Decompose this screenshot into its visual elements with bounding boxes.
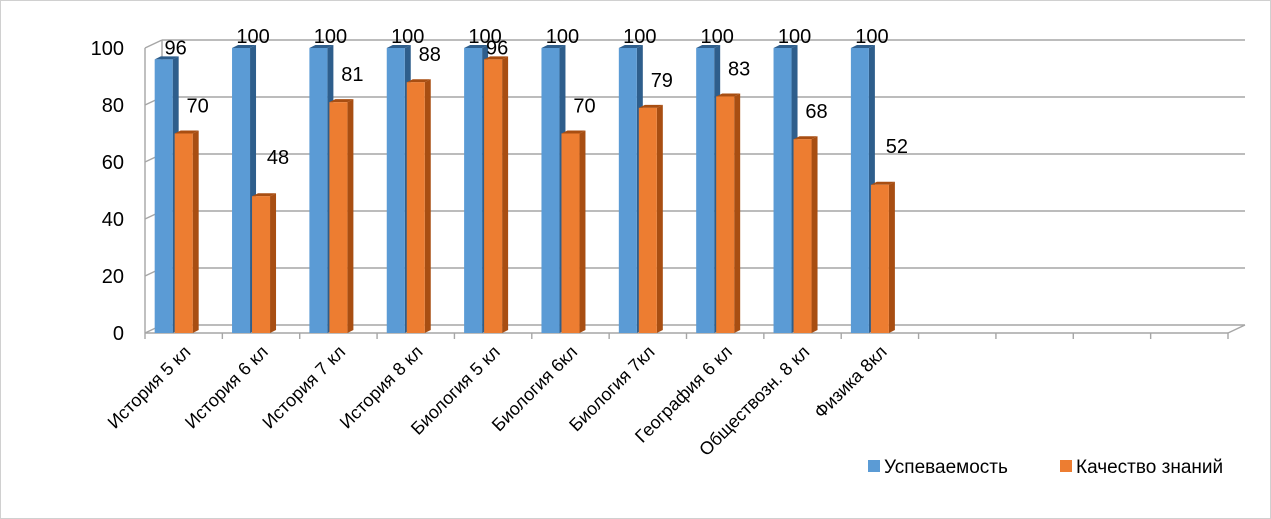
data-label-kachestvo-2: 81 <box>341 64 363 86</box>
data-label-uspevaemost-7: 100 <box>700 26 733 48</box>
bar-top <box>386 45 411 48</box>
bar-front <box>252 196 271 333</box>
bar-side <box>270 193 277 333</box>
bar-kachestvo-4 <box>484 56 509 334</box>
bar-top <box>464 45 489 48</box>
bar-front <box>154 59 173 334</box>
bar-front <box>773 48 792 333</box>
bar-side <box>811 136 818 333</box>
bar-top <box>638 104 663 108</box>
legend-swatch <box>868 460 880 472</box>
bar-side <box>502 56 509 334</box>
bar-side <box>424 79 431 333</box>
data-label-uspevaemost-1: 100 <box>236 26 269 48</box>
data-label-kachestvo-1: 48 <box>267 147 289 169</box>
data-label-uspevaemost-4: 100 <box>468 26 501 48</box>
legend-item-uspevaemost: Успеваемость <box>868 457 1008 478</box>
data-label-kachestvo-8: 68 <box>805 101 827 123</box>
y-tick-label-40: 40 <box>102 209 124 231</box>
bar-front <box>870 184 889 333</box>
bar-top <box>850 45 875 48</box>
bars <box>154 45 895 334</box>
bar-top <box>484 56 509 60</box>
bar-kachestvo-3 <box>406 79 431 333</box>
data-label-uspevaemost-8: 100 <box>778 26 811 48</box>
x-tick-label-9: Физика 8кл <box>810 342 891 423</box>
data-label-kachestvo-4: 96 <box>486 37 508 59</box>
bar-front <box>618 48 637 333</box>
bar-front <box>406 82 425 333</box>
data-label-kachestvo-9: 52 <box>886 136 908 158</box>
bar-front <box>850 48 869 333</box>
gridline-depth-100 <box>144 39 163 49</box>
bar-front <box>638 107 657 333</box>
legend-item-kachestvo: Качество знаний <box>1060 457 1223 478</box>
bar-kachestvo-2 <box>329 99 354 334</box>
data-label-kachestvo-5: 70 <box>573 96 595 118</box>
legend-label: Успеваемость <box>884 457 1008 478</box>
data-label-kachestvo-3: 88 <box>419 44 441 66</box>
bar-top <box>561 130 586 134</box>
bar-side <box>579 130 586 333</box>
bar-front <box>696 48 715 333</box>
bar-side <box>734 93 741 333</box>
y-tick-label-60: 60 <box>102 152 124 174</box>
bar-side <box>888 181 895 333</box>
bar-kachestvo-8 <box>793 136 818 333</box>
legend: Успеваемость Качество знаний <box>868 457 1223 478</box>
bar-front <box>174 133 193 333</box>
bar-kachestvo-5 <box>561 130 586 333</box>
bar-top <box>406 79 431 83</box>
bar-top <box>696 45 721 48</box>
bar-front <box>561 133 580 333</box>
data-label-uspevaemost-6: 100 <box>623 26 656 48</box>
bar-side <box>656 104 663 333</box>
bar-kachestvo-1 <box>252 193 277 333</box>
bar-top <box>252 193 277 197</box>
data-label-uspevaemost-3: 100 <box>391 26 424 48</box>
y-tick-label-100: 100 <box>91 38 124 60</box>
bar-top <box>541 45 566 48</box>
bar-top <box>154 56 179 60</box>
y-tick-label-80: 80 <box>102 95 124 117</box>
bar-top <box>870 181 895 185</box>
bar-kachestvo-6 <box>638 104 663 333</box>
bar-front <box>232 48 251 333</box>
bar-top <box>174 130 199 134</box>
bar-front <box>464 48 483 333</box>
bar-front <box>541 48 560 333</box>
bar-front <box>309 48 328 333</box>
data-label-kachestvo-6: 79 <box>651 70 673 92</box>
bar-front <box>716 96 735 333</box>
data-label-uspevaemost-5: 100 <box>546 26 579 48</box>
bar-top <box>716 93 741 97</box>
data-label-kachestvo-0: 70 <box>187 96 209 118</box>
y-tick-label-0: 0 <box>113 323 124 345</box>
data-label-uspevaemost-9: 100 <box>855 26 888 48</box>
y-tick-label-20: 20 <box>102 266 124 288</box>
bar-front <box>329 102 348 334</box>
bar-side <box>347 99 354 334</box>
data-label-kachestvo-7: 83 <box>728 58 750 80</box>
bar-top <box>793 136 818 140</box>
data-label-uspevaemost-2: 100 <box>314 26 347 48</box>
data-label-uspevaemost-0: 96 <box>165 37 187 59</box>
bar-front <box>484 59 503 334</box>
bar-front <box>793 139 812 333</box>
bar-top <box>773 45 798 48</box>
bar-kachestvo-9 <box>870 181 895 333</box>
legend-label: Качество знаний <box>1076 457 1223 478</box>
bar-top <box>232 45 257 48</box>
bar-front <box>386 48 405 333</box>
legend-swatch <box>1060 460 1072 472</box>
bar-kachestvo-0 <box>174 130 199 333</box>
bar-top <box>618 45 643 48</box>
x-axis-depth <box>1227 324 1246 334</box>
bar-top <box>329 99 354 103</box>
bar-top <box>309 45 334 48</box>
bar-kachestvo-7 <box>716 93 741 333</box>
bar-side <box>192 130 199 333</box>
